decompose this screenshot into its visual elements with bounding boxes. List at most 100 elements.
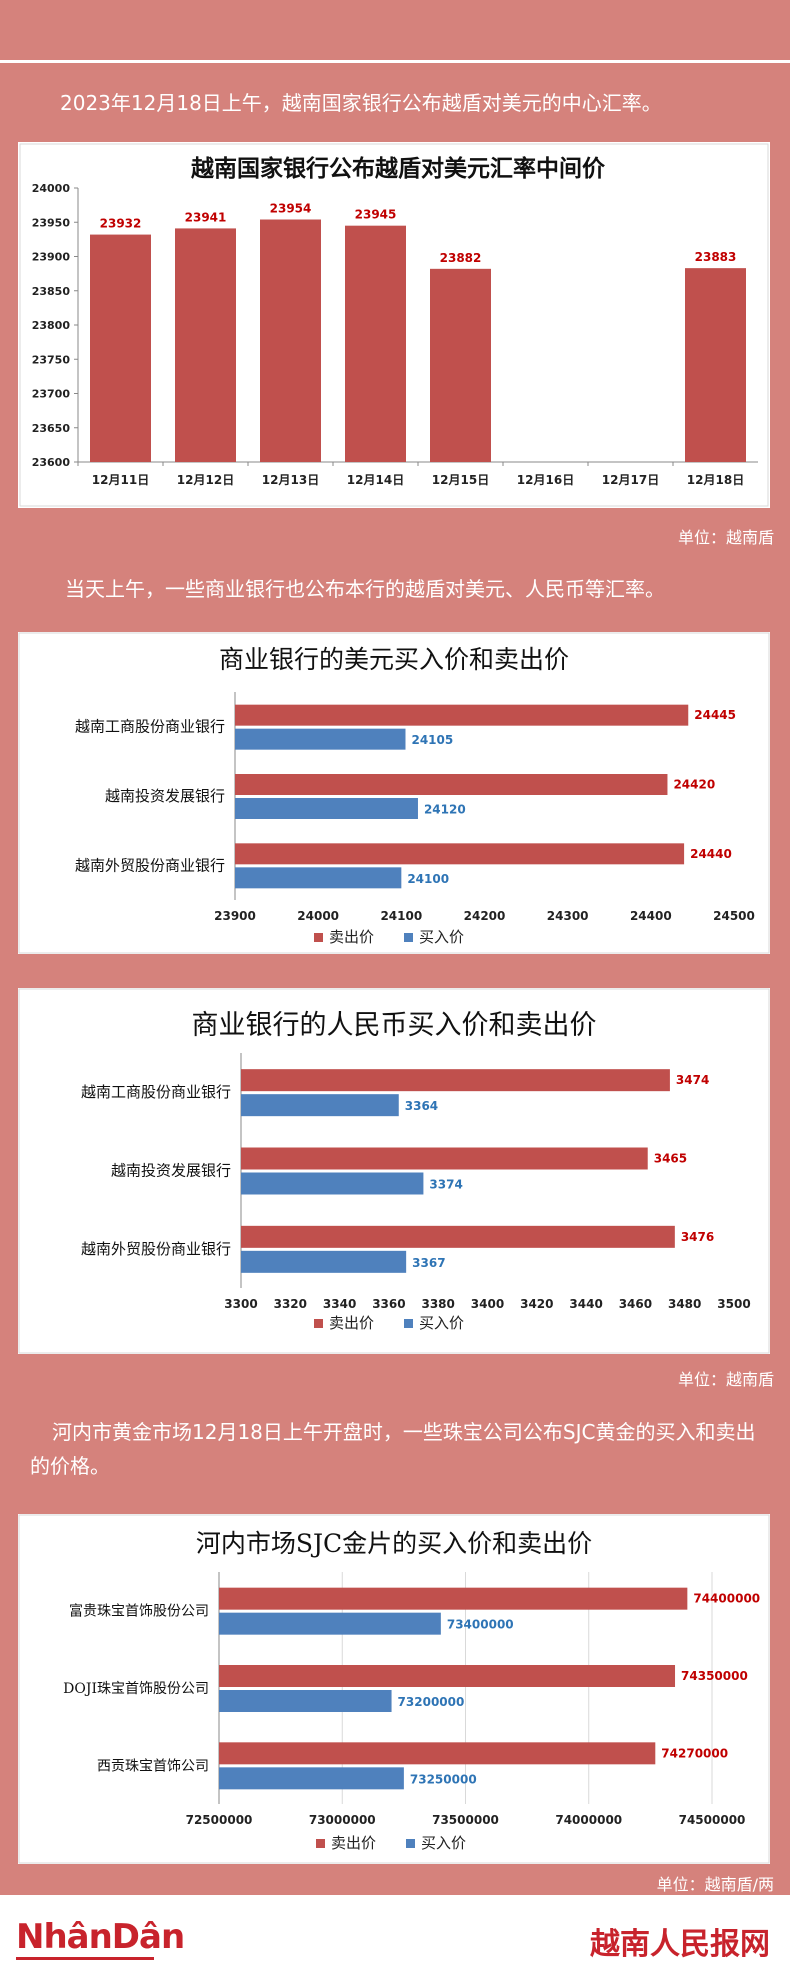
x-tick-label: 24400 xyxy=(630,909,672,923)
cny-bank-chart-svg: 商业银行的人民币买入价和卖出价 3300 3320 3340 3360 3380 3400 3… xyxy=(18,988,770,1354)
bar xyxy=(685,268,746,462)
x-tick-label: 3340 xyxy=(323,1297,356,1311)
x-tick-label: 3320 xyxy=(274,1297,307,1311)
x-tick-label: 74000000 xyxy=(555,1813,622,1827)
bar-buy xyxy=(241,1094,399,1117)
bar-sell xyxy=(241,1225,675,1248)
y-tick-label: 23700 xyxy=(32,388,71,401)
x-tick-label: 12月12日 xyxy=(177,473,234,487)
cny-bank-chart: 商业银行的人民币买入价和卖出价 3300 3320 3340 3360 3380 3400 3… xyxy=(18,988,770,1354)
x-tick-label: 3500 xyxy=(717,1297,750,1311)
buy-value-label: 3364 xyxy=(405,1099,438,1113)
x-tick-label: 3440 xyxy=(569,1297,602,1311)
x-tick-label: 12月16日 xyxy=(517,473,574,487)
bar-value-label: 23954 xyxy=(270,202,312,216)
bar-sell xyxy=(219,1587,688,1610)
chart-title: 商业银行的美元买入价和卖出价 xyxy=(219,645,569,674)
legend-label-sell: 卖出价 xyxy=(329,1314,374,1332)
bar-sell xyxy=(235,704,689,726)
intro-paragraph-3: 河内市黄金市场12月18日上午开盘时，一些珠宝公司公布SJC黄金的买入和卖出的价… xyxy=(30,1420,756,1478)
sell-value-label: 24445 xyxy=(694,708,736,722)
x-tick-label: 24100 xyxy=(380,909,422,923)
nhandan-logo[interactable]: NhânDân xyxy=(16,1917,185,1957)
legend-swatch-sell xyxy=(314,1319,323,1328)
bar-sell xyxy=(235,774,668,795)
bar-buy xyxy=(241,1250,407,1273)
legend-swatch-buy xyxy=(404,933,413,942)
usd-bank-chart: 商业银行的美元买入价和卖出价 23900 24000 24100 24200 24300 2… xyxy=(18,632,770,954)
buy-value-label: 24100 xyxy=(407,872,449,886)
unit-label-3: 单位：越南盾/两 xyxy=(656,1875,774,1894)
buy-value-label: 73250000 xyxy=(410,1772,477,1786)
bar-buy xyxy=(235,728,406,750)
y-tick-label: 23650 xyxy=(32,422,71,435)
x-tick-label: 73000000 xyxy=(309,1813,376,1827)
bar-sell xyxy=(235,843,685,865)
gold-price-chart-svg: 河内市场SJC金片的买入价和卖出价 72500000 73000000 7350000… xyxy=(18,1514,770,1864)
chart-title: 商业银行的人民币买入价和卖出价 xyxy=(192,1010,597,1041)
x-tick-label: 23900 xyxy=(214,909,256,923)
intro-paragraph-2: 当天上午，一些商业银行也公布本行的越盾对美元、人民币等汇率。 xyxy=(65,577,665,601)
y-tick-label: 24000 xyxy=(32,182,71,195)
legend-swatch-sell xyxy=(316,1839,325,1848)
x-tick-label: 3420 xyxy=(520,1297,553,1311)
sell-value-label: 3465 xyxy=(654,1152,687,1166)
x-tick-label: 3360 xyxy=(372,1297,405,1311)
buy-value-label: 73200000 xyxy=(398,1695,465,1709)
legend-swatch-buy xyxy=(404,1319,413,1328)
site-name-logo[interactable]: 越南人民报网 xyxy=(590,1927,770,1962)
legend-label-buy: 买入价 xyxy=(419,1314,464,1332)
category-label: 越南外贸股份商业银行 xyxy=(81,1240,231,1258)
bar-buy xyxy=(219,1690,392,1712)
category-label: DOJI珠宝首饰股份公司 xyxy=(63,1681,209,1697)
buy-value-label: 3367 xyxy=(412,1256,445,1270)
x-tick-label: 24000 xyxy=(297,909,339,923)
chart-border xyxy=(18,1514,770,1864)
usd-bank-chart-svg: 商业银行的美元买入价和卖出价 23900 24000 24100 24200 24300 2… xyxy=(18,632,770,954)
chart-title: 越南国家银行公布越盾对美元汇率中间价 xyxy=(191,155,606,182)
bar-value-label: 23882 xyxy=(440,251,482,265)
y-tick-label: 23750 xyxy=(32,353,71,366)
x-tick-label: 12月11日 xyxy=(92,473,149,487)
sell-value-label: 74350000 xyxy=(681,1669,748,1683)
category-label: 越南投资发展银行 xyxy=(111,1162,231,1180)
bar xyxy=(260,219,321,462)
x-tick-label: 73500000 xyxy=(432,1813,499,1827)
bar-buy xyxy=(241,1172,424,1195)
chart-border xyxy=(18,988,770,1354)
top-bar xyxy=(0,0,790,63)
category-label: 越南工商股份商业银行 xyxy=(81,1083,231,1101)
buy-value-label: 24120 xyxy=(424,803,466,817)
buy-value-label: 24105 xyxy=(411,733,453,747)
x-tick-label: 12月17日 xyxy=(602,473,659,487)
y-tick-label: 23850 xyxy=(32,285,71,298)
legend-label-sell: 卖出价 xyxy=(329,928,374,946)
bar-sell xyxy=(241,1147,648,1170)
bar xyxy=(175,228,236,462)
sell-value-label: 3474 xyxy=(676,1073,709,1087)
legend-label-buy: 买入价 xyxy=(419,928,464,946)
bar xyxy=(345,225,406,462)
bar-buy xyxy=(235,867,402,889)
sell-value-label: 74400000 xyxy=(693,1592,760,1606)
bar xyxy=(430,268,491,462)
chart-title: 河内市场SJC金片的买入价和卖出价 xyxy=(196,1529,592,1558)
legend-swatch-sell xyxy=(314,933,323,942)
x-tick-label: 12月13日 xyxy=(262,473,319,487)
x-tick-label: 3380 xyxy=(421,1297,454,1311)
buy-value-label: 73400000 xyxy=(447,1618,514,1632)
category-label: 富贵珠宝首饰股份公司 xyxy=(69,1603,209,1620)
bar-buy xyxy=(219,1767,404,1790)
y-tick-label: 23900 xyxy=(32,251,71,264)
legend-label-buy: 买入价 xyxy=(421,1834,466,1852)
x-tick-label: 12月14日 xyxy=(347,473,404,487)
bar-sell xyxy=(241,1069,670,1092)
bar-value-label: 23945 xyxy=(355,208,397,222)
chart-border xyxy=(19,143,769,507)
bar xyxy=(90,234,151,462)
x-tick-label: 12月18日 xyxy=(687,473,744,487)
footer: NhânDân 越南人民报网 xyxy=(0,1895,790,1975)
category-label: 越南外贸股份商业银行 xyxy=(75,856,225,874)
bar-value-label: 23941 xyxy=(185,210,227,224)
bar-sell xyxy=(219,1665,676,1687)
